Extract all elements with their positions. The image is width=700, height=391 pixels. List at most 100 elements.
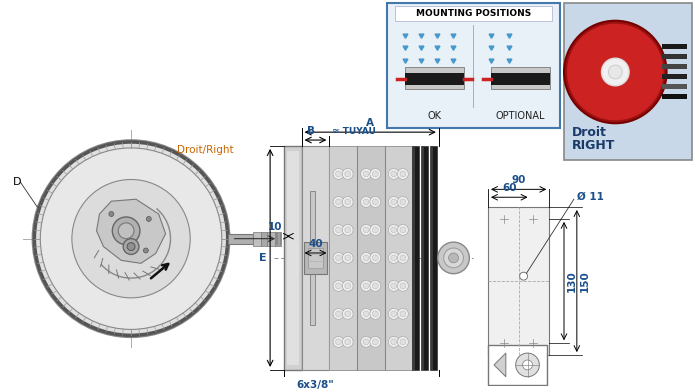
Text: Droit/Right: Droit/Right xyxy=(177,145,234,155)
Circle shape xyxy=(363,227,369,233)
Circle shape xyxy=(342,253,353,263)
Circle shape xyxy=(398,308,408,319)
Bar xyxy=(405,73,464,85)
Circle shape xyxy=(372,227,378,233)
Circle shape xyxy=(400,339,406,345)
Circle shape xyxy=(112,217,140,245)
Circle shape xyxy=(335,227,342,233)
Text: MOUNTING POSITIONS: MOUNTING POSITIONS xyxy=(416,9,531,18)
Circle shape xyxy=(342,169,353,179)
Circle shape xyxy=(398,169,408,179)
Circle shape xyxy=(363,283,369,289)
Bar xyxy=(405,67,464,89)
Circle shape xyxy=(389,280,399,291)
Circle shape xyxy=(144,248,148,253)
Circle shape xyxy=(360,336,372,347)
Text: 6x3/8": 6x3/8" xyxy=(297,380,335,390)
Circle shape xyxy=(344,171,351,177)
Circle shape xyxy=(400,283,406,289)
Circle shape xyxy=(398,336,408,347)
Circle shape xyxy=(335,199,342,205)
Circle shape xyxy=(389,253,399,263)
Circle shape xyxy=(444,248,463,268)
Circle shape xyxy=(400,171,406,177)
Bar xyxy=(287,151,299,365)
Circle shape xyxy=(567,24,664,120)
Circle shape xyxy=(344,255,351,261)
Bar xyxy=(431,146,433,370)
Circle shape xyxy=(360,308,372,319)
Circle shape xyxy=(342,308,353,319)
Circle shape xyxy=(398,224,408,235)
Circle shape xyxy=(333,197,344,207)
Bar xyxy=(491,73,550,85)
Bar xyxy=(662,84,687,89)
Bar xyxy=(662,74,687,79)
Circle shape xyxy=(335,171,342,177)
Circle shape xyxy=(109,212,114,217)
Circle shape xyxy=(72,179,190,298)
Bar xyxy=(662,94,687,99)
Bar xyxy=(267,232,275,246)
Circle shape xyxy=(370,280,381,291)
Circle shape xyxy=(360,197,372,207)
Circle shape xyxy=(372,199,378,205)
Text: 130: 130 xyxy=(567,270,577,292)
Bar xyxy=(662,54,687,59)
Bar xyxy=(276,233,277,245)
Text: D: D xyxy=(13,178,21,187)
Circle shape xyxy=(391,255,397,261)
Circle shape xyxy=(608,65,622,79)
Circle shape xyxy=(389,224,399,235)
Text: 40: 40 xyxy=(308,239,323,249)
Circle shape xyxy=(118,223,134,239)
Text: OPTIONAL: OPTIONAL xyxy=(496,111,545,121)
Bar xyxy=(329,146,357,370)
Circle shape xyxy=(391,171,397,177)
Circle shape xyxy=(333,253,344,263)
Circle shape xyxy=(449,253,458,263)
Circle shape xyxy=(370,169,381,179)
Circle shape xyxy=(344,227,351,233)
Circle shape xyxy=(372,311,378,317)
Bar xyxy=(284,146,302,370)
Circle shape xyxy=(344,339,351,345)
Circle shape xyxy=(400,255,406,261)
Circle shape xyxy=(32,140,230,337)
Bar xyxy=(488,207,550,355)
Circle shape xyxy=(389,308,399,319)
Circle shape xyxy=(146,217,151,221)
Bar xyxy=(421,146,428,370)
Circle shape xyxy=(389,197,399,207)
Text: RIGHT: RIGHT xyxy=(572,140,615,152)
Text: Droit: Droit xyxy=(572,126,607,139)
Circle shape xyxy=(438,242,469,274)
Bar xyxy=(412,146,419,370)
Circle shape xyxy=(391,199,397,205)
Bar xyxy=(488,345,547,385)
Circle shape xyxy=(370,224,381,235)
Circle shape xyxy=(370,308,381,319)
Bar xyxy=(384,146,412,370)
Bar xyxy=(430,146,437,370)
Bar xyxy=(277,233,278,245)
Circle shape xyxy=(519,272,528,280)
Circle shape xyxy=(333,308,344,319)
Polygon shape xyxy=(97,199,166,263)
Bar xyxy=(491,67,550,89)
Circle shape xyxy=(516,353,540,377)
Bar xyxy=(261,232,267,246)
Text: A: A xyxy=(366,118,375,128)
Circle shape xyxy=(41,148,222,329)
Polygon shape xyxy=(494,353,506,377)
Circle shape xyxy=(372,255,378,261)
Bar xyxy=(422,146,424,370)
Circle shape xyxy=(400,311,406,317)
Bar xyxy=(275,232,281,246)
Circle shape xyxy=(370,197,381,207)
Circle shape xyxy=(123,239,139,255)
Circle shape xyxy=(344,283,351,289)
Circle shape xyxy=(335,311,342,317)
Circle shape xyxy=(335,339,342,345)
Bar xyxy=(388,3,560,128)
